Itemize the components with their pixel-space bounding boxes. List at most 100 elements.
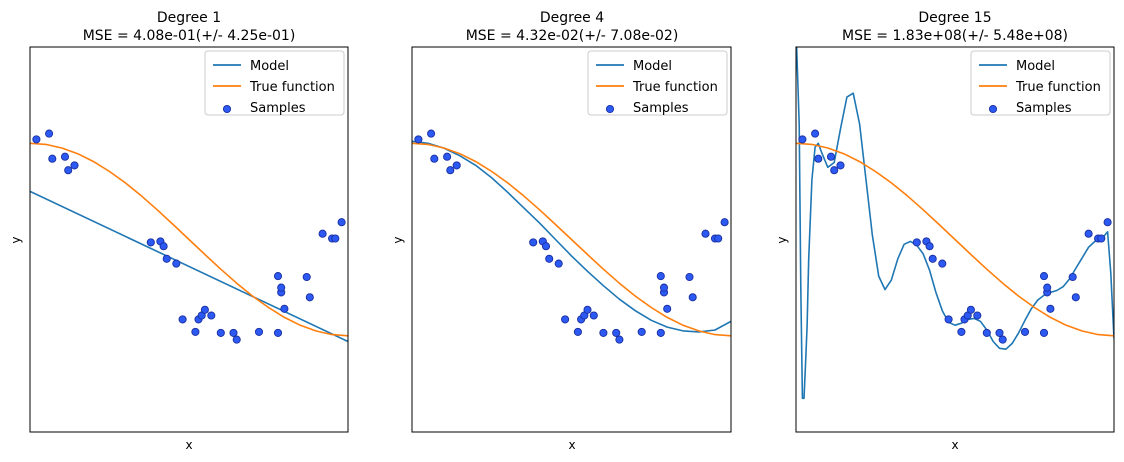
sample-point — [273, 272, 283, 281]
sample-point — [995, 328, 1004, 337]
sample-point — [1039, 328, 1049, 337]
legend-box — [204, 50, 345, 116]
sample-point — [826, 152, 836, 161]
sample-point — [701, 229, 710, 238]
x-axis-label: x — [568, 438, 575, 452]
sample-point — [1103, 218, 1112, 227]
sample-point — [427, 129, 436, 138]
legend-true-function-label: True function — [632, 80, 718, 95]
sample-point — [599, 328, 608, 337]
sample-point — [814, 154, 823, 163]
x-axis-label: x — [185, 438, 192, 452]
sample-point — [162, 254, 171, 263]
sample-point — [1046, 304, 1055, 313]
sample-point — [277, 283, 286, 292]
sample-point — [685, 272, 694, 282]
sample-point — [45, 129, 54, 138]
plot-content — [796, 47, 1114, 400]
true-function-line — [412, 142, 731, 337]
sample-point — [966, 305, 975, 314]
subplot-degree-1: Degree 1 MSE = 4.08e-01(+/- 4.25e-01) Mo… — [9, 10, 349, 452]
sample-point — [146, 238, 155, 247]
sample-point — [583, 305, 592, 314]
legend: Model True function Samples — [587, 50, 728, 116]
sample-point — [200, 305, 209, 314]
sample-point — [1039, 272, 1049, 281]
sample-point — [452, 161, 461, 170]
sample-point — [331, 234, 340, 243]
plot-area: Model True function Samples — [795, 46, 1115, 433]
sample-point — [32, 135, 41, 144]
sample-point — [973, 311, 982, 320]
legend-samples-label: Samples — [633, 101, 689, 116]
sample-point — [798, 135, 807, 144]
legend-model-label: Model — [1016, 59, 1055, 74]
sample-point — [305, 293, 314, 302]
x-axis-label: x — [951, 438, 958, 452]
sample-point — [229, 328, 238, 337]
legend-box — [587, 50, 728, 116]
legend-samples-swatch — [222, 104, 232, 114]
sample-point — [414, 135, 423, 144]
plot-content — [30, 129, 348, 344]
sample-point — [1068, 272, 1077, 282]
sample-point — [573, 327, 582, 336]
sample-point — [554, 259, 563, 268]
y-axis-label: y — [775, 236, 789, 243]
subplot-subtitle: MSE = 1.83e+08(+/- 5.48e+08) — [842, 28, 1068, 44]
subplot-title: Degree 1 — [157, 10, 221, 26]
sample-point — [1097, 234, 1106, 243]
sample-point — [688, 293, 697, 302]
model-line — [796, 47, 1114, 400]
sample-point — [60, 152, 70, 161]
sample-point — [656, 328, 665, 337]
sample-point — [561, 315, 570, 324]
sample-point — [446, 166, 455, 175]
sample-point — [912, 238, 921, 247]
sample-point — [254, 327, 264, 336]
sample-point — [1084, 229, 1093, 238]
sample-point — [925, 242, 934, 251]
sample-point — [720, 218, 729, 227]
true-function-line — [796, 142, 1114, 337]
model-line — [412, 140, 731, 333]
legend-samples-label: Samples — [250, 101, 306, 116]
sample-point — [529, 238, 538, 247]
sample-point — [302, 272, 311, 282]
subplot-title: Degree 4 — [540, 10, 604, 26]
subplot-subtitle: MSE = 4.32e-02(+/- 7.08e-02) — [466, 28, 679, 44]
subplot-degree-4: Degree 4 MSE = 4.32e-02(+/- 7.08e-02) Mo… — [391, 10, 732, 452]
legend-samples-swatch — [605, 104, 615, 114]
sample-point — [337, 218, 346, 227]
sample-point — [443, 152, 452, 161]
sample-point — [191, 327, 200, 336]
sample-point — [178, 315, 187, 324]
sample-point — [207, 311, 216, 320]
sample-point — [998, 335, 1007, 344]
plot-area: Model True function Samples — [411, 46, 732, 433]
sample-point — [982, 328, 991, 337]
sample-point — [830, 166, 839, 175]
legend: Model True function Samples — [204, 50, 345, 116]
sample-point — [663, 304, 672, 313]
sample-point — [1020, 327, 1030, 336]
sample-point — [70, 161, 79, 170]
sample-point — [280, 304, 289, 313]
axes-frame — [411, 46, 732, 433]
sample-point — [232, 335, 241, 344]
sample-point — [172, 259, 181, 268]
subplot-subtitle: MSE = 4.08e-01(+/- 4.25e-01) — [83, 28, 296, 44]
sample-point — [656, 272, 665, 281]
legend-model-label: Model — [250, 59, 289, 74]
sample-point — [615, 335, 624, 344]
y-axis-label: y — [9, 236, 23, 243]
sample-point — [938, 259, 947, 268]
plot-area: Model True function Samples — [29, 46, 349, 433]
subplot-degree-15: Degree 15 MSE = 1.83e+08(+/- 5.48e+08) M… — [775, 10, 1115, 452]
true-function-line — [30, 142, 348, 337]
axes-frame — [29, 46, 349, 433]
axes-frame — [795, 46, 1115, 433]
legend-model-label: Model — [633, 59, 672, 74]
sample-point — [811, 129, 820, 138]
